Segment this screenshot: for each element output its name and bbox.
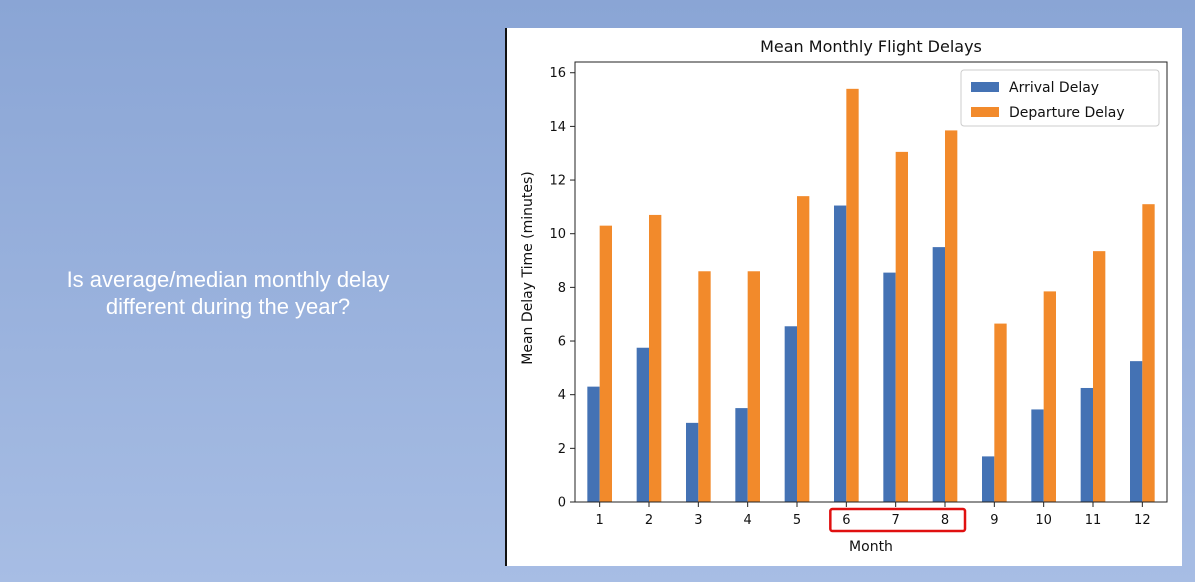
bar-arrival-month-12 (1130, 361, 1143, 502)
bar-arrival-month-4 (735, 408, 748, 502)
bar-arrival-month-1 (587, 386, 600, 502)
axes-frame (574, 61, 1168, 503)
y-tick-label-12: 12 (549, 174, 566, 189)
bar-departure-month-2 (649, 214, 662, 503)
bar-departure-month-4 (747, 271, 760, 502)
bar-departure-month-10 (1043, 291, 1056, 502)
x-tick-label-10: 10 (1035, 513, 1052, 528)
bar-departure-month-11 (1093, 251, 1106, 502)
y-tick-label-4: 4 (558, 388, 566, 403)
x-tick-label-1: 1 (596, 513, 604, 528)
bar-departure-month-5 (797, 196, 810, 502)
bar-arrival-month-10 (1031, 409, 1044, 502)
x-tick-label-4: 4 (744, 513, 752, 528)
bar-arrival-month-8 (932, 247, 945, 502)
highlight-box-summer-months (829, 507, 967, 533)
question-line-1: Is average/median monthly delay (66, 267, 390, 292)
bar-departure-month-1 (599, 225, 612, 502)
legend-swatch-arrival (971, 82, 999, 92)
bar-departure-month-8 (945, 130, 958, 502)
x-tick-label-6: 6 (842, 513, 850, 528)
legend-box (960, 69, 1160, 127)
y-tick-label-14: 14 (549, 120, 566, 135)
bar-arrival-month-5 (784, 326, 797, 502)
bar-arrival-month-9 (982, 456, 995, 502)
bar-arrival-month-2 (636, 347, 649, 502)
x-tick-label-11: 11 (1085, 513, 1102, 528)
y-tick-label-8: 8 (558, 281, 566, 296)
bar-departure-month-12 (1142, 204, 1155, 502)
y-tick-label-2: 2 (558, 442, 566, 457)
bar-arrival-month-11 (1080, 387, 1093, 502)
bar-arrival-month-7 (883, 272, 896, 502)
x-tick-label-5: 5 (793, 513, 801, 528)
legend-label-departure: Departure Delay (1009, 105, 1125, 121)
legend-swatch-departure (971, 107, 999, 117)
bar-arrival-month-3 (686, 422, 699, 502)
bar-chart: Mean Monthly Flight Delays 0246810121416… (520, 37, 1168, 555)
y-tick-label-0: 0 (558, 496, 566, 511)
y-tick-label-10: 10 (549, 227, 566, 242)
bar-arrival-month-6 (834, 205, 847, 502)
bar-departure-month-7 (895, 151, 908, 502)
bar-departure-month-9 (994, 323, 1007, 502)
question-text: Is average/median monthly delay differen… (0, 266, 456, 320)
y-tick-label-6: 6 (558, 335, 566, 350)
x-tick-label-7: 7 (892, 513, 900, 528)
x-tick-label-8: 8 (941, 513, 949, 528)
x-tick-label-9: 9 (990, 513, 998, 528)
bar-departure-month-3 (698, 271, 711, 502)
x-tick-label-3: 3 (694, 513, 702, 528)
y-axis-label: Mean Delay Time (minutes) (520, 171, 536, 365)
x-axis-label: Month (849, 539, 893, 555)
chart-panel: Mean Monthly Flight Delays 0 2 4 6 8 10 12 14 16… (505, 28, 1182, 566)
legend-label-arrival: Arrival Delay (1009, 80, 1099, 96)
x-tick-label-12: 12 (1134, 513, 1151, 528)
chart-title: Mean Monthly Flight Delays (760, 37, 982, 56)
x-tick-label-2: 2 (645, 513, 653, 528)
bar-departure-month-6 (846, 88, 859, 502)
y-tick-label-16: 16 (549, 66, 566, 81)
question-line-2: different during the year? (105, 294, 351, 319)
